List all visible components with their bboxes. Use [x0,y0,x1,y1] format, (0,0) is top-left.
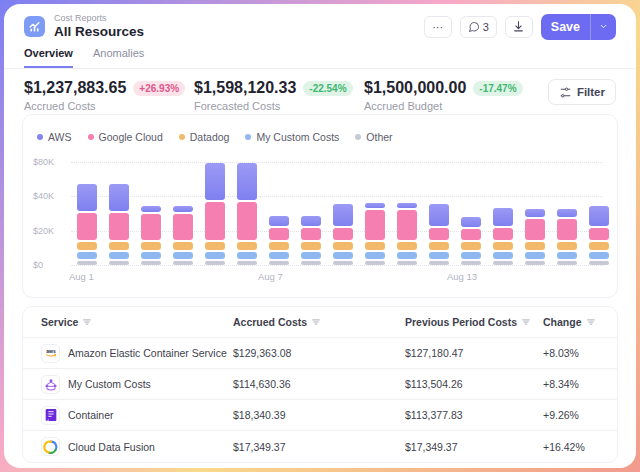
svg-text:aws: aws [46,348,56,354]
